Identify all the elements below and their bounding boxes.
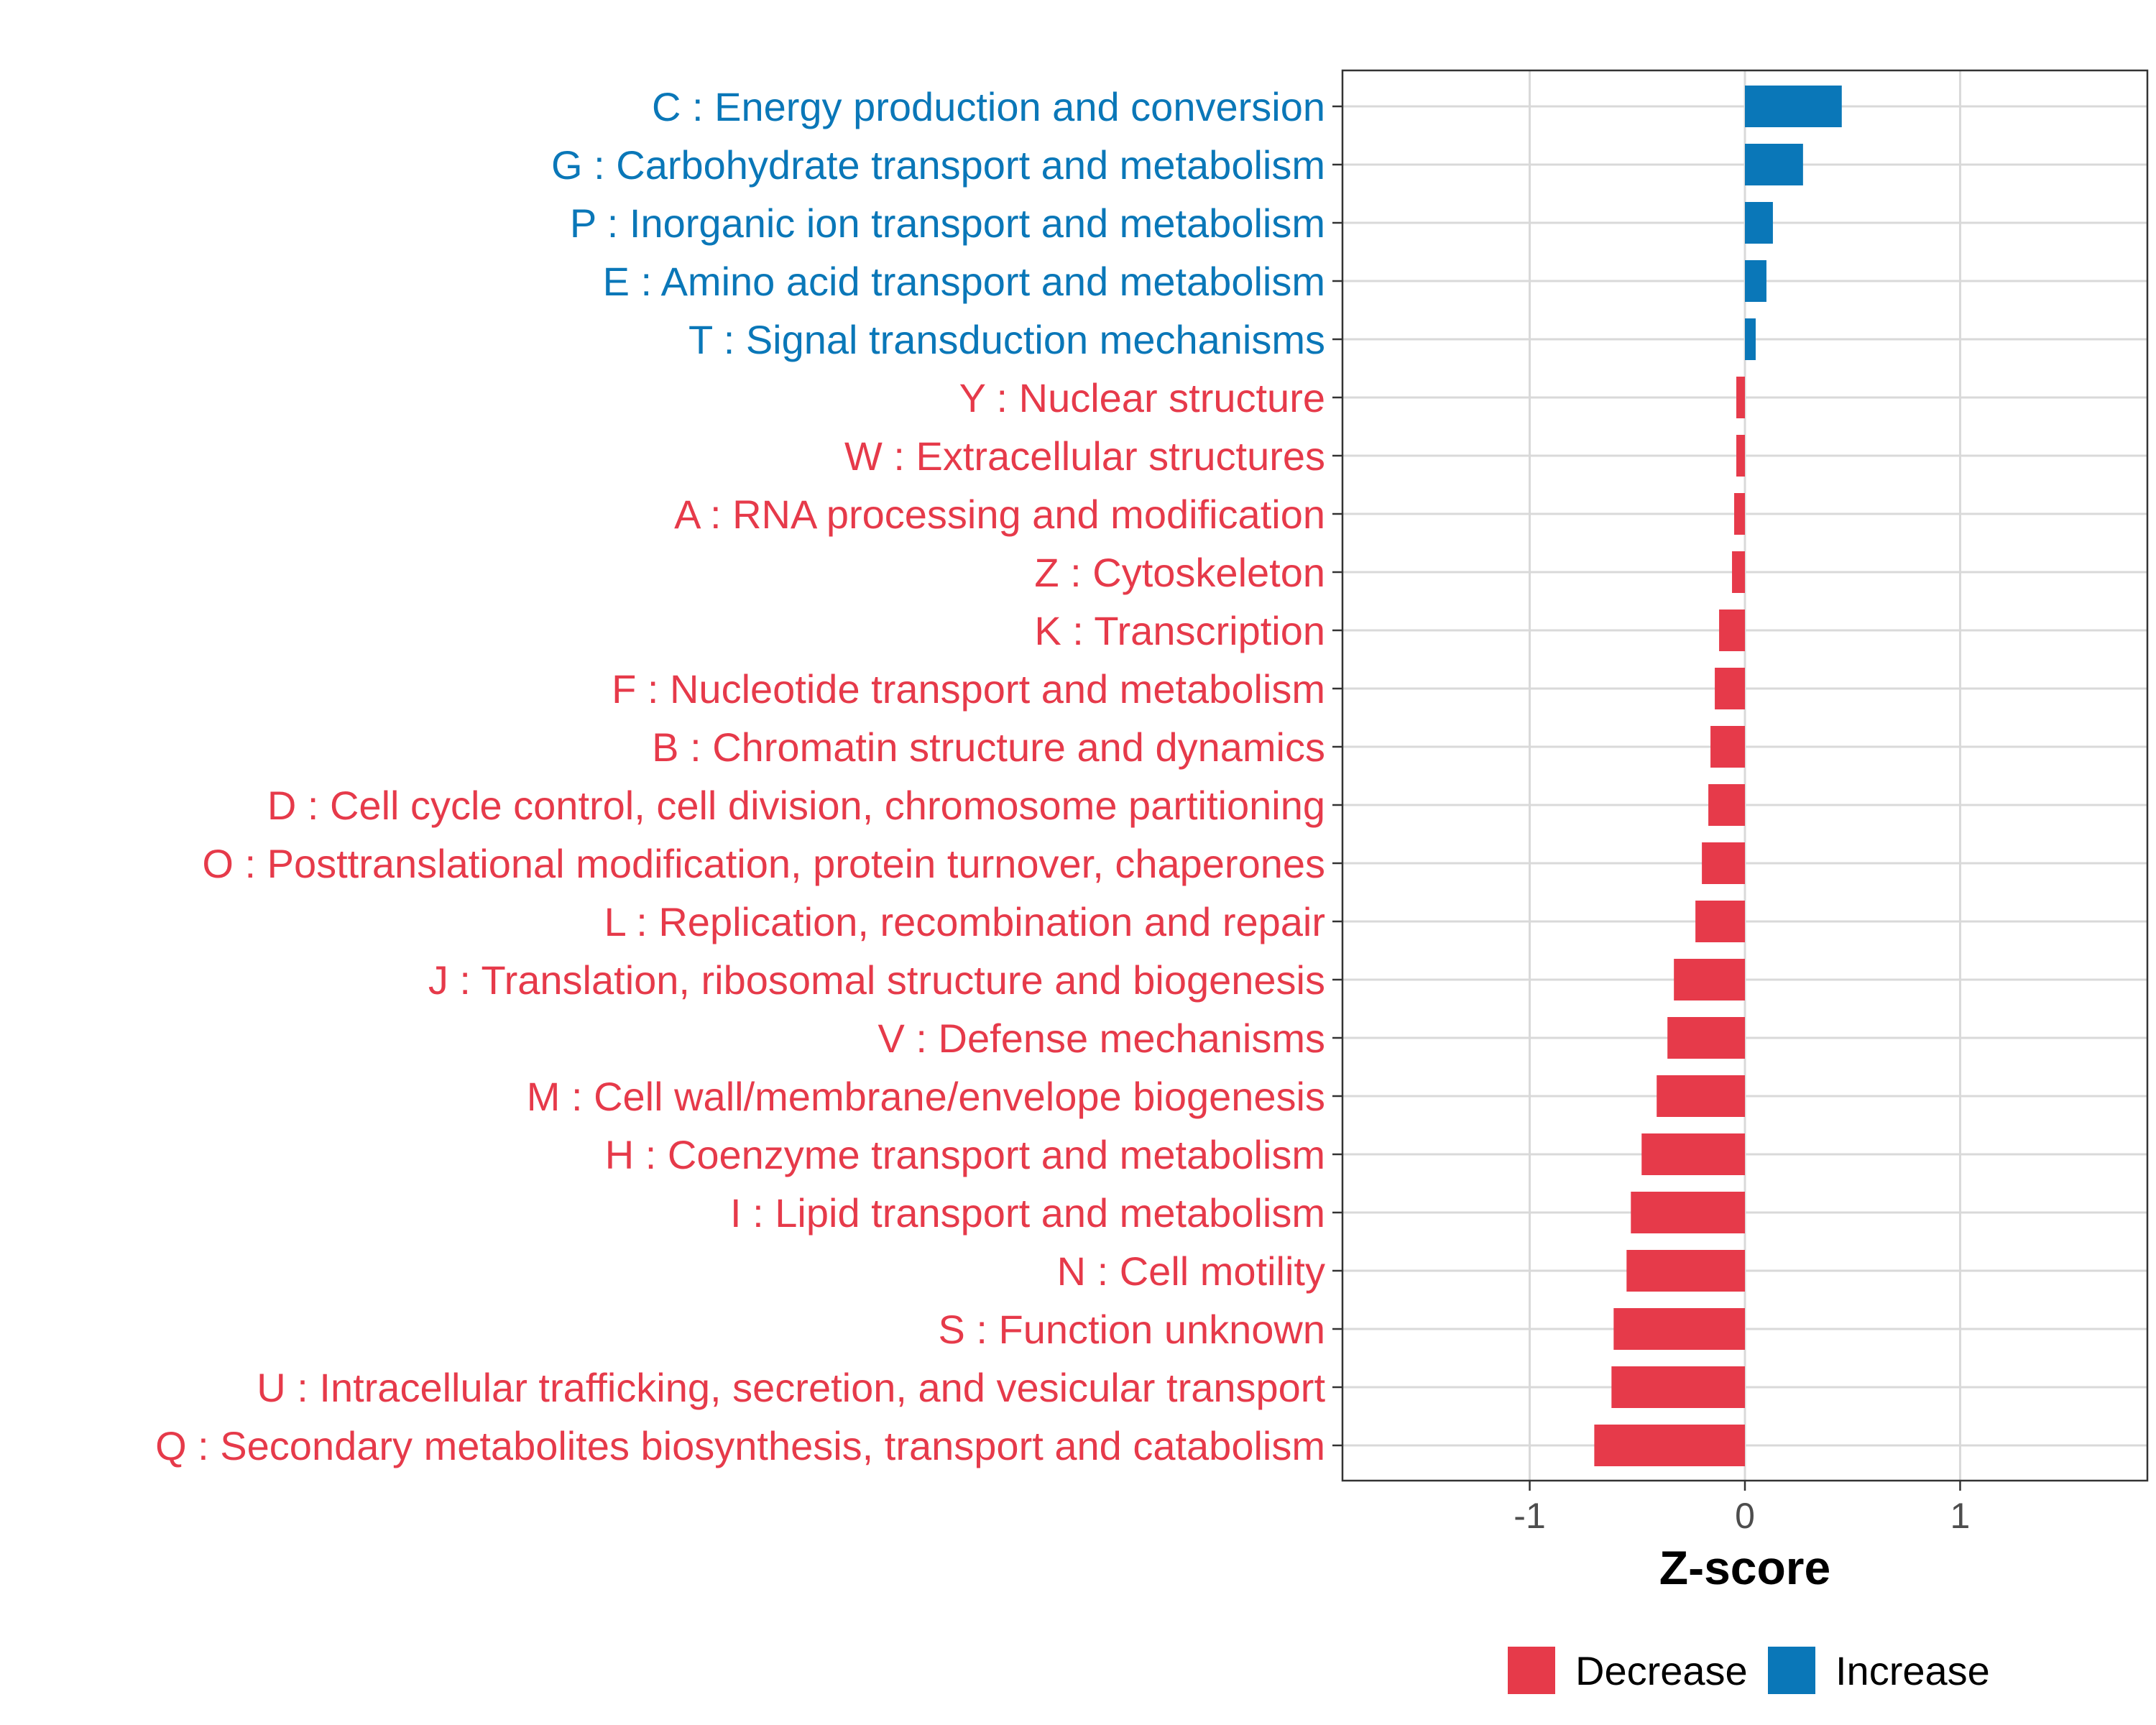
category-label: J : Translation, ribosomal structure and… xyxy=(428,957,1325,1003)
bar xyxy=(1702,842,1745,884)
category-label: G : Carbohydrate transport and metabolis… xyxy=(551,142,1325,188)
bar xyxy=(1719,610,1745,651)
bar xyxy=(1667,1017,1745,1059)
legend-swatch xyxy=(1508,1647,1555,1694)
bar xyxy=(1715,668,1745,709)
category-label: W : Extracellular structures xyxy=(844,433,1325,479)
x-tick-label: 0 xyxy=(1735,1496,1755,1536)
legend-label: Decrease xyxy=(1575,1648,1748,1693)
category-label: K : Transcription xyxy=(1034,608,1325,653)
bar xyxy=(1736,435,1745,477)
category-label: P : Inorganic ion transport and metaboli… xyxy=(570,201,1325,246)
bar xyxy=(1613,1308,1745,1350)
x-tick-label: 1 xyxy=(1950,1496,1971,1536)
x-tick-label: -1 xyxy=(1514,1496,1545,1536)
category-label: N : Cell motility xyxy=(1057,1248,1325,1294)
bar xyxy=(1710,726,1745,768)
bar xyxy=(1745,202,1773,244)
category-label: Q : Secondary metabolites biosynthesis, … xyxy=(155,1423,1325,1468)
bar xyxy=(1745,144,1803,185)
category-label: Z : Cytoskeleton xyxy=(1034,550,1325,595)
category-label: M : Cell wall/membrane/envelope biogenes… xyxy=(527,1074,1325,1119)
bar xyxy=(1611,1366,1745,1408)
category-label: T : Signal transduction mechanisms xyxy=(688,317,1325,362)
legend-label: Increase xyxy=(1835,1648,1990,1693)
category-label: V : Defense mechanisms xyxy=(878,1016,1325,1061)
bar xyxy=(1657,1075,1745,1117)
category-label: L : Replication, recombination and repai… xyxy=(604,899,1325,944)
category-label: S : Function unknown xyxy=(938,1307,1325,1352)
y-axis-ticks xyxy=(1332,105,1342,1447)
bar xyxy=(1745,318,1756,360)
bar xyxy=(1736,377,1745,418)
category-label: O : Posttranslational modification, prot… xyxy=(202,841,1325,886)
category-label: E : Amino acid transport and metabolism xyxy=(603,259,1325,304)
y-axis-labels: C : Energy production and conversion G : … xyxy=(155,84,1325,1468)
category-label: A : RNA processing and modification xyxy=(674,492,1325,537)
bar xyxy=(1626,1250,1745,1292)
bar xyxy=(1631,1192,1745,1233)
bar xyxy=(1708,784,1745,826)
category-label: U : Intracellular trafficking, secretion… xyxy=(257,1365,1325,1410)
category-label: C : Energy production and conversion xyxy=(652,84,1325,129)
legend: Decrease Increase xyxy=(1508,1647,1990,1694)
x-axis-title: Z-score xyxy=(1659,1541,1830,1594)
category-label: D : Cell cycle control, cell division, c… xyxy=(267,783,1325,828)
category-label: F : Nucleotide transport and metabolism xyxy=(612,666,1325,712)
bar xyxy=(1594,1425,1745,1466)
category-label: H : Coenzyme transport and metabolism xyxy=(605,1132,1325,1177)
bars xyxy=(1594,86,1842,1466)
category-label: B : Chromatin structure and dynamics xyxy=(652,724,1325,770)
bar xyxy=(1734,493,1745,535)
category-label: Y : Nuclear structure xyxy=(959,375,1325,420)
bar xyxy=(1695,901,1745,942)
bar xyxy=(1674,959,1745,1000)
legend-swatch xyxy=(1768,1647,1815,1694)
bar xyxy=(1641,1133,1745,1175)
x-axis-ticks: -1 0 1 xyxy=(1514,1481,1970,1536)
bar xyxy=(1745,86,1842,127)
category-label: I : Lipid transport and metabolism xyxy=(730,1190,1325,1236)
bar xyxy=(1732,551,1745,593)
bar xyxy=(1745,260,1766,302)
